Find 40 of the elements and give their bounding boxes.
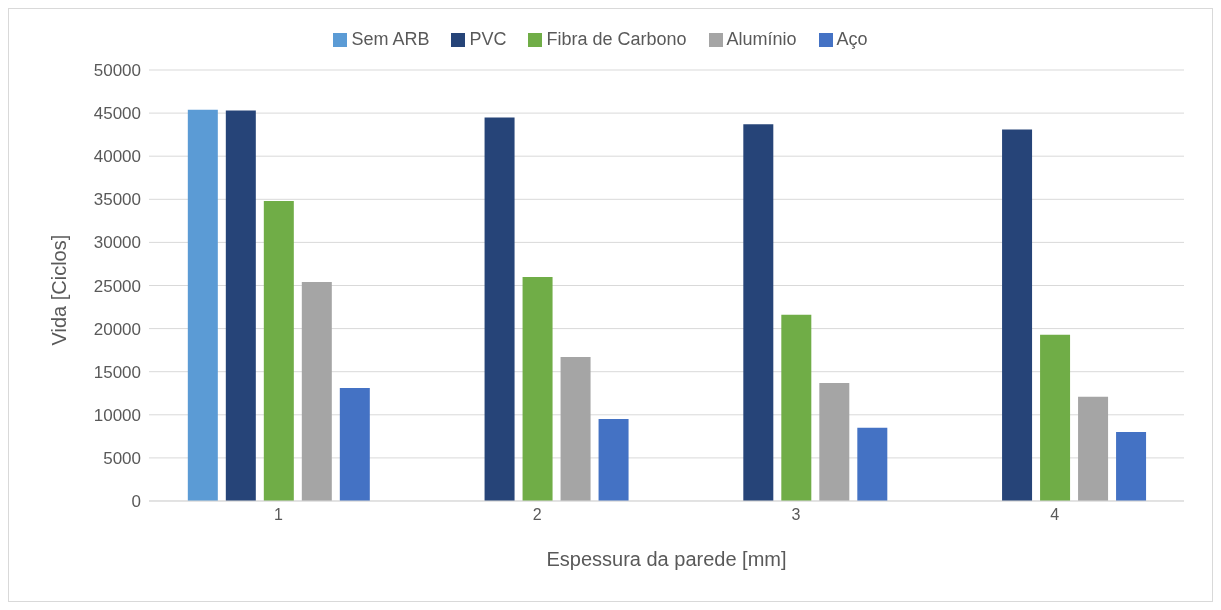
y-tick-label: 50000 xyxy=(93,61,141,81)
y-tick-label: 40000 xyxy=(93,147,141,167)
bar xyxy=(743,124,774,501)
y-tick-label: 45000 xyxy=(93,104,141,124)
bar xyxy=(781,314,812,501)
bar xyxy=(1078,396,1109,501)
y-tick-label: 0 xyxy=(131,492,141,512)
bar xyxy=(522,276,553,501)
bar xyxy=(819,382,850,501)
bar xyxy=(598,419,629,501)
legend-label: Aço xyxy=(836,29,868,49)
y-tick-label: 15000 xyxy=(93,362,141,382)
bar xyxy=(560,357,591,501)
bar xyxy=(301,282,332,501)
y-axis-title: Vida [Ciclos] xyxy=(48,234,71,346)
bar xyxy=(484,117,515,501)
bar xyxy=(1040,334,1071,501)
bar xyxy=(263,201,294,501)
bar xyxy=(339,388,370,501)
bar xyxy=(1002,129,1033,501)
bar xyxy=(857,427,888,501)
bar xyxy=(1116,432,1147,501)
legend-label: Sem ARB xyxy=(351,29,430,49)
y-tick-label: 20000 xyxy=(93,319,141,339)
y-tick-label: 30000 xyxy=(93,233,141,253)
y-tick-label: 5000 xyxy=(103,448,141,468)
legend-label: Fibra de Carbono xyxy=(546,29,687,49)
legend-label: Alumínio xyxy=(726,29,797,49)
bar xyxy=(225,110,256,501)
chart-frame: Sem ARB PVC Fibra de Carbono Alumínio Aço 1 2 3 4 Espessura da parede [mm] 0 5000 10000 15000 20000 25000 30000 35000 40000 45000 50000 Vida [Ciclos] xyxy=(8,8,1213,602)
x-tick-label: 1 xyxy=(273,506,283,524)
x-tick-label: 2 xyxy=(532,506,542,524)
x-tick-label: 3 xyxy=(791,506,801,524)
legend-label: PVC xyxy=(469,29,507,49)
y-tick-label: 35000 xyxy=(93,190,141,210)
y-tick-label: 10000 xyxy=(93,405,141,425)
x-axis-title: Espessura da parede [mm] xyxy=(546,548,787,570)
y-tick-label: 25000 xyxy=(93,276,141,296)
x-tick-label: 4 xyxy=(1050,506,1060,524)
bar xyxy=(187,109,218,501)
